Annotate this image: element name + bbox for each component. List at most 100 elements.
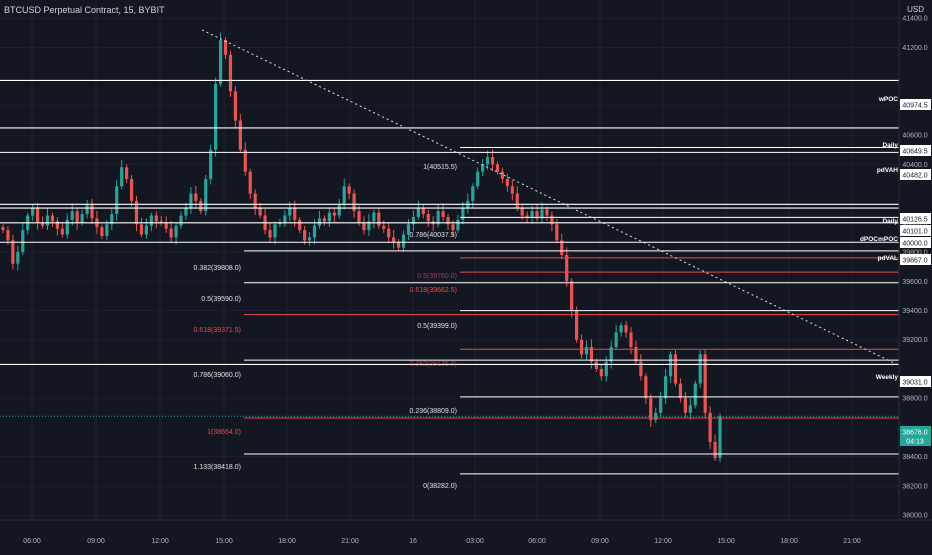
candle-body	[45, 215, 50, 226]
candle-body	[129, 178, 134, 201]
candle-body	[273, 224, 277, 238]
time-tick-label: 09:00	[87, 538, 105, 545]
candle-body	[337, 205, 341, 216]
candle-body	[673, 354, 678, 384]
candle-body	[70, 211, 74, 220]
candle-body	[347, 186, 351, 194]
candle-body	[110, 214, 114, 225]
candle-body	[604, 361, 608, 377]
candle-body	[312, 225, 317, 238]
candle-body	[609, 347, 613, 362]
price-tick-label: 40600.0	[902, 133, 927, 140]
candle-body	[713, 442, 717, 459]
candle-body	[599, 368, 603, 377]
price-box-pdvah: 40482.0	[900, 169, 931, 180]
fib-right-1: 1(40515.5)	[423, 164, 457, 171]
candle-body	[555, 224, 559, 241]
time-axis[interactable]: 06:00 09:00 12:00 15:00 18:00 21:00 16 03:00 06:…	[23, 538, 861, 545]
candle-body	[169, 228, 173, 238]
fib-left-0786: 0.786(39060.0)	[194, 372, 241, 379]
candle-body	[214, 83, 218, 150]
trendline[interactable]	[201, 29, 898, 365]
candle-body	[298, 219, 302, 231]
price-box-daily-text: 40649.5	[902, 149, 927, 156]
candle-body	[545, 209, 549, 216]
candle-body	[125, 167, 129, 179]
candles	[1, 32, 722, 463]
candle-body	[209, 149, 213, 179]
candle-body	[708, 412, 712, 443]
tag-weekly: Weekly	[876, 374, 899, 381]
candle-body	[233, 91, 238, 121]
fib-left-05: 0.5(39590.0)	[201, 296, 241, 303]
candle-body	[154, 215, 158, 222]
candle-body	[288, 208, 292, 216]
candle-body	[31, 208, 35, 216]
time-tick-label: 21:00	[843, 538, 861, 545]
candle-body	[194, 193, 198, 201]
candle-body	[139, 224, 144, 235]
candle-body	[11, 240, 15, 264]
price-tick-label: 38000.0	[902, 513, 927, 520]
candle-body	[243, 149, 247, 172]
fib-right-05: 0.5(39399.0)	[417, 323, 457, 330]
candle-body	[65, 219, 69, 235]
price-box-mid: 40101.0	[900, 225, 931, 236]
candle-body	[199, 200, 203, 212]
candle-body	[120, 167, 124, 187]
candle-body	[293, 208, 297, 220]
candle-body	[392, 237, 396, 242]
candle-body	[565, 254, 569, 282]
candle-body	[688, 405, 692, 413]
tag-pdval: pdVAL	[878, 255, 898, 262]
price-box-dpoc-text: 40000.0	[902, 241, 927, 248]
time-tick-label: 03:00	[466, 538, 484, 545]
time-tick-label: 06:00	[528, 538, 546, 545]
price-box-wpoc: 40974.5	[900, 99, 931, 110]
candle-body	[372, 212, 376, 222]
fib-red-05: 0.5(39760.0)	[417, 273, 457, 280]
candle-body	[426, 214, 430, 222]
candle-body	[238, 120, 242, 150]
candle-body	[718, 416, 722, 459]
candle-body	[352, 193, 356, 212]
candle-body	[634, 347, 638, 362]
candle-body	[451, 224, 455, 231]
candle-body	[560, 240, 564, 255]
candle-body	[303, 230, 307, 241]
candle-body	[396, 241, 401, 248]
current-price-text: 38676.0	[902, 430, 927, 437]
candle-body	[664, 376, 668, 399]
candle-body	[16, 252, 20, 264]
fib-red-0618: 0.618(39662.5)	[410, 287, 457, 294]
candle-body	[649, 398, 653, 421]
time-tick-label: 21:00	[341, 538, 359, 545]
tag-mpoc: mPOC	[878, 236, 898, 243]
candle-body	[594, 361, 598, 369]
price-tick-label: 41400.0	[902, 16, 927, 23]
symbol-title[interactable]: BTCUSD Perpetual Contract, 15, BYBIT	[4, 5, 165, 15]
candle-body	[317, 218, 322, 226]
candle-body	[505, 178, 509, 187]
candle-body	[495, 164, 500, 172]
tag-dpoc: dPOC	[860, 236, 878, 243]
fib-left-0382: 0.382(39808.0)	[194, 265, 241, 272]
candle-body	[520, 208, 524, 216]
price-box-pdval: 39867.0	[900, 254, 931, 265]
candle-body	[614, 332, 618, 348]
price-box-weekly: 39031.0	[900, 376, 931, 387]
candle-body	[21, 230, 25, 253]
candle-body	[184, 208, 188, 216]
time-tick-label: 18:00	[780, 538, 798, 545]
candle-body	[570, 281, 574, 311]
candle-body	[678, 383, 683, 399]
candle-body	[441, 211, 445, 217]
candle-body	[327, 212, 331, 222]
candle-body	[367, 221, 371, 231]
price-tick-label: 38800.0	[902, 396, 927, 403]
candle-body	[115, 186, 119, 215]
time-tick-label: 06:00	[23, 538, 41, 545]
candle-body	[159, 221, 163, 223]
